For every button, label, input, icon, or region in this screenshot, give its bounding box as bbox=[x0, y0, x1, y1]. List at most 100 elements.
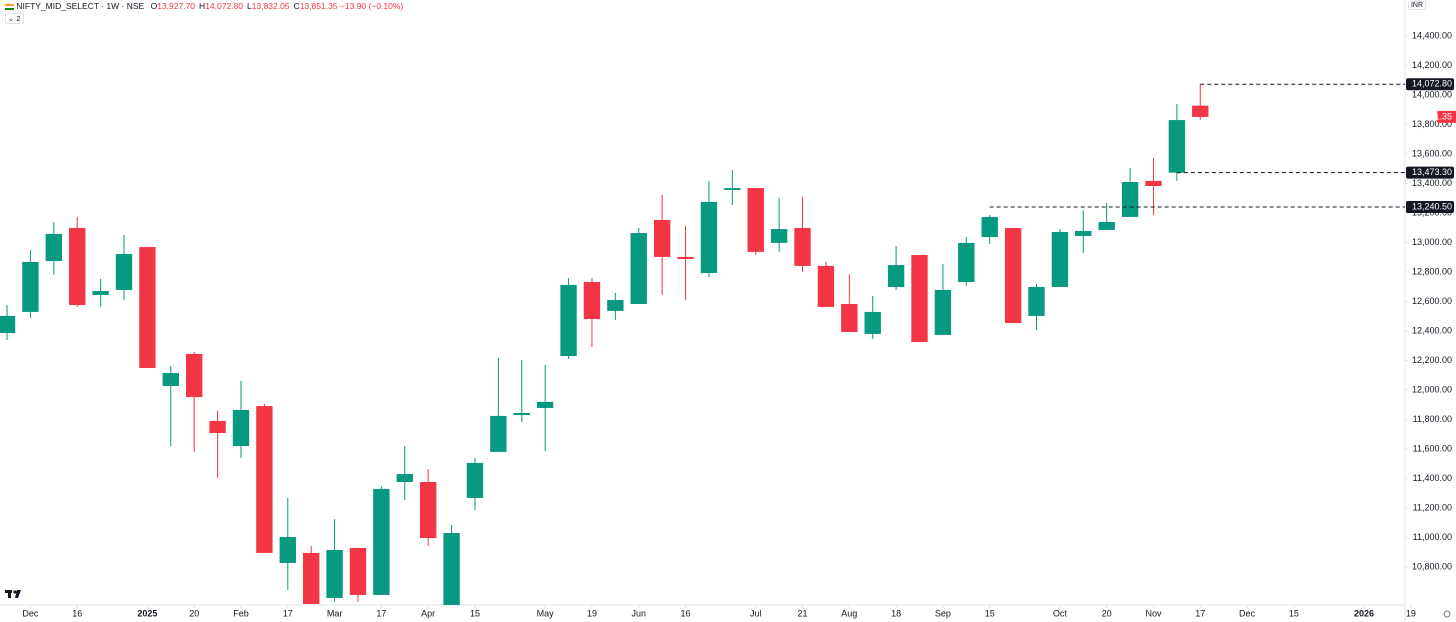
candle-body bbox=[513, 412, 530, 416]
candle-body bbox=[162, 372, 179, 386]
legend-header: NIFTY_MID_SELECT · 1W · NSE O13,927.70 H1… bbox=[5, 1, 403, 11]
price-tag bbox=[1406, 78, 1454, 91]
candle-body bbox=[302, 552, 320, 604]
price-tag bbox=[1406, 166, 1454, 179]
candle-body bbox=[934, 289, 952, 335]
ohlc-value: 13,832.05 bbox=[251, 1, 290, 11]
candle-body bbox=[560, 284, 577, 357]
candle-body bbox=[700, 201, 718, 274]
x-tick-label: Nov bbox=[1145, 608, 1162, 618]
x-tick-label: Feb bbox=[233, 608, 249, 618]
y-tick-label: 11,600.00 bbox=[1413, 443, 1452, 453]
candle-body bbox=[326, 549, 343, 598]
price-tag-label: 14,072.80 bbox=[1412, 79, 1452, 89]
y-tick-label: 14,000.00 bbox=[1412, 89, 1452, 99]
x-tick-label: 16 bbox=[681, 608, 691, 618]
ohlc-values: O13,927.70 H14,072.80 L13,832.05 C13,851.35 bbox=[147, 1, 338, 11]
candle-body bbox=[396, 474, 413, 482]
y-tick-label: 12,800.00 bbox=[1412, 266, 1452, 276]
candle-body bbox=[653, 219, 671, 257]
candle-body bbox=[1121, 182, 1139, 217]
ohlc-key: H bbox=[199, 1, 206, 11]
x-tick-label: 18 bbox=[891, 608, 901, 618]
x-tick-label: May bbox=[537, 608, 555, 618]
y-tick-label: 10,800.00 bbox=[1412, 561, 1452, 571]
candle-body bbox=[115, 253, 133, 290]
x-tick-label: Sep bbox=[935, 608, 951, 618]
flag-icon bbox=[5, 3, 14, 10]
candle-body bbox=[583, 281, 601, 320]
price-tag-label: 13,240.50 bbox=[1412, 201, 1452, 211]
candle-body bbox=[911, 255, 928, 343]
x-tick-label: Oct bbox=[1053, 608, 1068, 618]
y-tick-label: 13,600.00 bbox=[1412, 148, 1452, 158]
currency[interactable]: INR bbox=[1407, 1, 1426, 10]
candle-body bbox=[419, 481, 437, 539]
candle-body bbox=[1028, 287, 1045, 316]
candle-body bbox=[887, 265, 905, 288]
x-tick-label: Apr bbox=[421, 608, 435, 618]
x-tick-label: 19 bbox=[587, 608, 597, 618]
x-tick-label: 15 bbox=[470, 608, 480, 618]
candle-body bbox=[817, 265, 835, 307]
candle-body bbox=[747, 188, 764, 252]
candle-body bbox=[1004, 228, 1022, 324]
last-price-label: 13,851.35 bbox=[1412, 111, 1452, 121]
candle-body bbox=[490, 415, 507, 452]
candle-body bbox=[209, 420, 226, 434]
candle-body bbox=[349, 547, 367, 595]
symbol: NIFTY_MID_SELECT · 1W · NSE bbox=[16, 1, 145, 11]
tv-logo bbox=[5, 590, 21, 598]
candle-body bbox=[1098, 221, 1115, 230]
ohlc-value: 14,072.80 bbox=[205, 1, 244, 11]
candle-body bbox=[92, 290, 109, 295]
candle-body bbox=[724, 188, 741, 190]
candle-body bbox=[677, 256, 694, 259]
ohlc-key: C bbox=[293, 1, 300, 11]
candle-body bbox=[373, 488, 390, 595]
candle-body bbox=[466, 462, 484, 498]
x-tick-label: 15 bbox=[985, 608, 995, 618]
candle-body bbox=[256, 406, 273, 553]
change: −13.90 (−0.10%) bbox=[339, 1, 404, 11]
candle-body bbox=[279, 537, 296, 563]
x-tick-label: 21 bbox=[798, 608, 808, 618]
candle-body bbox=[139, 247, 156, 368]
y-tick-label: 12,400.00 bbox=[1412, 325, 1452, 335]
y-tick-label: 12,600.00 bbox=[1412, 296, 1452, 306]
candle-body bbox=[186, 353, 203, 398]
x-tick-label: 17 bbox=[1195, 608, 1205, 618]
candle-body bbox=[1168, 120, 1186, 173]
x-tick-label: 2025 bbox=[137, 608, 157, 618]
y-tick-label: 13,400.00 bbox=[1412, 178, 1452, 188]
candle-body bbox=[443, 533, 460, 605]
candle-body bbox=[607, 299, 624, 311]
x-tick-label: Jun bbox=[631, 608, 646, 618]
x-tick-label: 20 bbox=[1102, 608, 1112, 618]
y-tick-label: 13,800.00 bbox=[1412, 119, 1452, 129]
price-tag-label: 13,473.30 bbox=[1412, 167, 1452, 177]
x-tick-label: 2026 bbox=[1354, 608, 1374, 618]
candle-body bbox=[1145, 180, 1162, 186]
settings-icon[interactable] bbox=[1443, 610, 1451, 618]
x-tick-label: 17 bbox=[283, 608, 293, 618]
candle-body bbox=[958, 242, 975, 282]
y-tick-label: 11,400.00 bbox=[1413, 473, 1452, 483]
x-tick-label: 19 bbox=[1406, 608, 1416, 618]
y-tick-label: 14,400.00 bbox=[1412, 30, 1452, 40]
candle-body bbox=[45, 233, 63, 262]
ohlc-value: 13,851.35 bbox=[299, 1, 338, 11]
last-price-tag bbox=[1437, 110, 1456, 123]
x-tick-label: Aug bbox=[841, 608, 857, 618]
y-tick-label: 11,800.00 bbox=[1413, 414, 1452, 424]
y-tick-label: 13,000.00 bbox=[1412, 237, 1452, 247]
x-tick-label: 17 bbox=[376, 608, 386, 618]
candle-body bbox=[794, 228, 811, 266]
candle-body bbox=[770, 229, 788, 243]
ohlc-key: O bbox=[150, 1, 158, 11]
candle-body bbox=[0, 315, 16, 334]
ohlc-value: 13,927.70 bbox=[157, 1, 196, 11]
indicator-toggle[interactable]: ⌄ 2 bbox=[5, 13, 24, 24]
